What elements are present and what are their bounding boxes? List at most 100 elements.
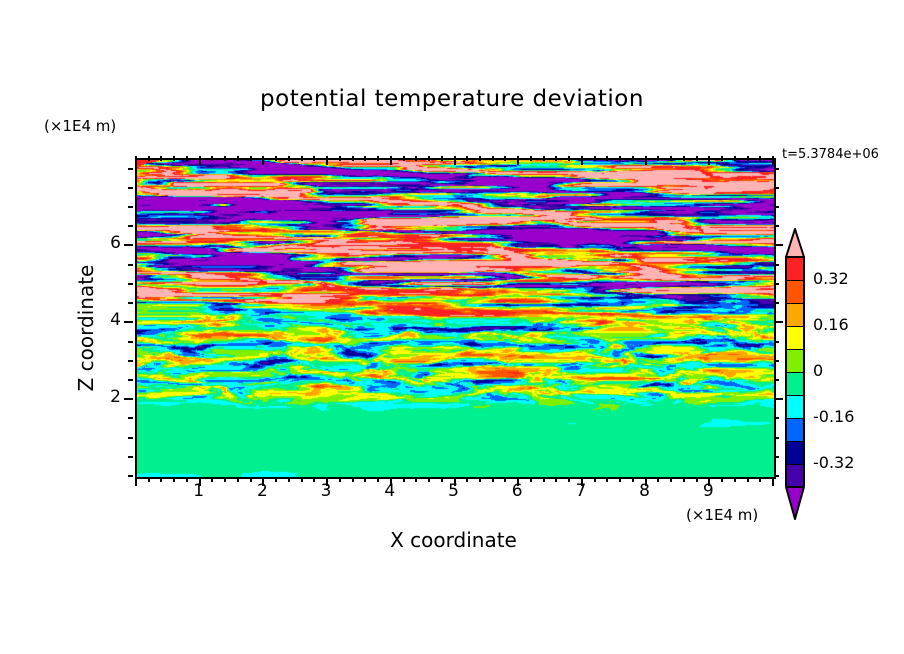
x-minor-tick-top — [364, 156, 366, 161]
x-major-tick — [581, 477, 583, 486]
x-minor-tick-top — [721, 156, 723, 161]
y-minor-tick — [128, 302, 133, 304]
x-tick-label: 4 — [384, 481, 396, 501]
x-minor-tick — [211, 477, 213, 482]
y-minor-tick-right — [774, 302, 779, 304]
x-minor-tick-top — [441, 156, 443, 161]
contour-plot-area — [135, 158, 776, 479]
y-minor-tick — [128, 379, 133, 381]
x-minor-tick — [479, 477, 481, 482]
y-minor-tick-right — [774, 417, 779, 419]
colorbar-band — [787, 419, 803, 442]
x-minor-tick — [568, 477, 570, 482]
x-minor-tick-top — [479, 156, 481, 161]
z-axis-unit-label: (×1E4 m) — [44, 117, 117, 135]
y-minor-tick-right — [774, 283, 779, 285]
x-minor-tick — [606, 477, 608, 482]
y-major-tick-right — [774, 321, 783, 323]
y-minor-tick — [128, 264, 133, 266]
y-minor-tick-right — [774, 360, 779, 362]
x-minor-tick-top — [606, 156, 608, 161]
x-minor-tick-top — [696, 156, 698, 161]
x-minor-tick — [173, 477, 175, 482]
y-minor-tick — [128, 417, 133, 419]
y-minor-tick — [128, 168, 133, 170]
y-major-tick-right — [774, 244, 783, 246]
x-minor-tick-top — [747, 156, 749, 161]
page-title: potential temperature deviation — [260, 86, 644, 112]
x-tick-label: 2 — [256, 481, 268, 501]
x-minor-tick — [657, 477, 659, 482]
x-minor-tick — [721, 477, 723, 482]
x-minor-tick — [670, 477, 672, 482]
y-minor-tick — [128, 341, 133, 343]
x-minor-tick-top — [160, 156, 162, 161]
x-minor-tick — [492, 477, 494, 482]
x-minor-tick-top — [632, 156, 634, 161]
colorbar-band — [787, 373, 803, 396]
colorbar-band — [787, 327, 803, 350]
x-minor-tick-top — [543, 156, 545, 161]
contour-field — [137, 160, 774, 477]
colorbar-bands — [785, 256, 805, 488]
x-tick-label: 5 — [448, 481, 459, 501]
x-minor-tick — [313, 477, 315, 482]
x-minor-tick — [543, 477, 545, 482]
x-minor-tick-top — [492, 156, 494, 161]
y-minor-tick-right — [774, 379, 779, 381]
x-minor-tick-top — [657, 156, 659, 161]
y-minor-tick-right — [774, 264, 779, 266]
x-minor-tick — [224, 477, 226, 482]
x-minor-tick — [441, 477, 443, 482]
x-minor-tick — [466, 477, 468, 482]
x-minor-tick-top — [339, 156, 341, 161]
x-minor-tick — [428, 477, 430, 482]
x-minor-tick — [415, 477, 417, 482]
x-major-tick — [199, 477, 201, 486]
x-major-tick — [517, 477, 519, 486]
y-tick-label: 4 — [110, 310, 121, 331]
x-minor-tick-top — [594, 156, 596, 161]
x-minor-tick-top — [568, 156, 570, 161]
colorbar-band — [787, 304, 803, 327]
x-major-tick — [454, 477, 456, 486]
y-major-tick — [124, 321, 133, 323]
x-major-tick — [708, 477, 710, 486]
y-minor-tick — [128, 437, 133, 439]
x-major-tick-top — [645, 156, 647, 165]
x-tick-label: 7 — [575, 481, 587, 501]
x-major-tick-top — [390, 156, 392, 165]
x-minor-tick — [759, 477, 761, 482]
y-minor-tick-right — [774, 456, 779, 458]
colorbar: 0.32 0.16 0 -0.16 -0.32 — [783, 228, 854, 520]
x-minor-tick-top — [759, 156, 761, 161]
y-minor-tick-right — [774, 187, 779, 189]
x-minor-tick-top — [530, 156, 532, 161]
colorbar-tick-label: 0.32 — [813, 269, 849, 288]
x-tick-label: 8 — [639, 481, 650, 501]
x-minor-tick-top — [415, 156, 417, 161]
x-minor-tick-top — [619, 156, 621, 161]
x-minor-tick — [594, 477, 596, 482]
colorbar-band — [787, 442, 803, 465]
y-minor-tick — [128, 475, 133, 477]
colorbar-band — [787, 396, 803, 419]
x-major-tick-top — [199, 156, 201, 165]
x-minor-tick — [734, 477, 736, 482]
x-major-tick-top — [772, 156, 774, 165]
x-minor-tick — [504, 477, 506, 482]
x-minor-tick-top — [224, 156, 226, 161]
y-minor-tick — [128, 206, 133, 208]
x-minor-tick — [160, 477, 162, 482]
x-axis-unit-label: (×1E4 m) — [686, 506, 759, 524]
y-minor-tick — [128, 225, 133, 227]
y-minor-tick-right — [774, 475, 779, 477]
x-minor-tick — [364, 477, 366, 482]
x-minor-tick-top — [237, 156, 239, 161]
x-major-tick — [390, 477, 392, 486]
x-minor-tick-top — [403, 156, 405, 161]
x-major-tick — [326, 477, 328, 486]
x-minor-tick — [555, 477, 557, 482]
y-minor-tick — [128, 456, 133, 458]
x-minor-tick — [288, 477, 290, 482]
